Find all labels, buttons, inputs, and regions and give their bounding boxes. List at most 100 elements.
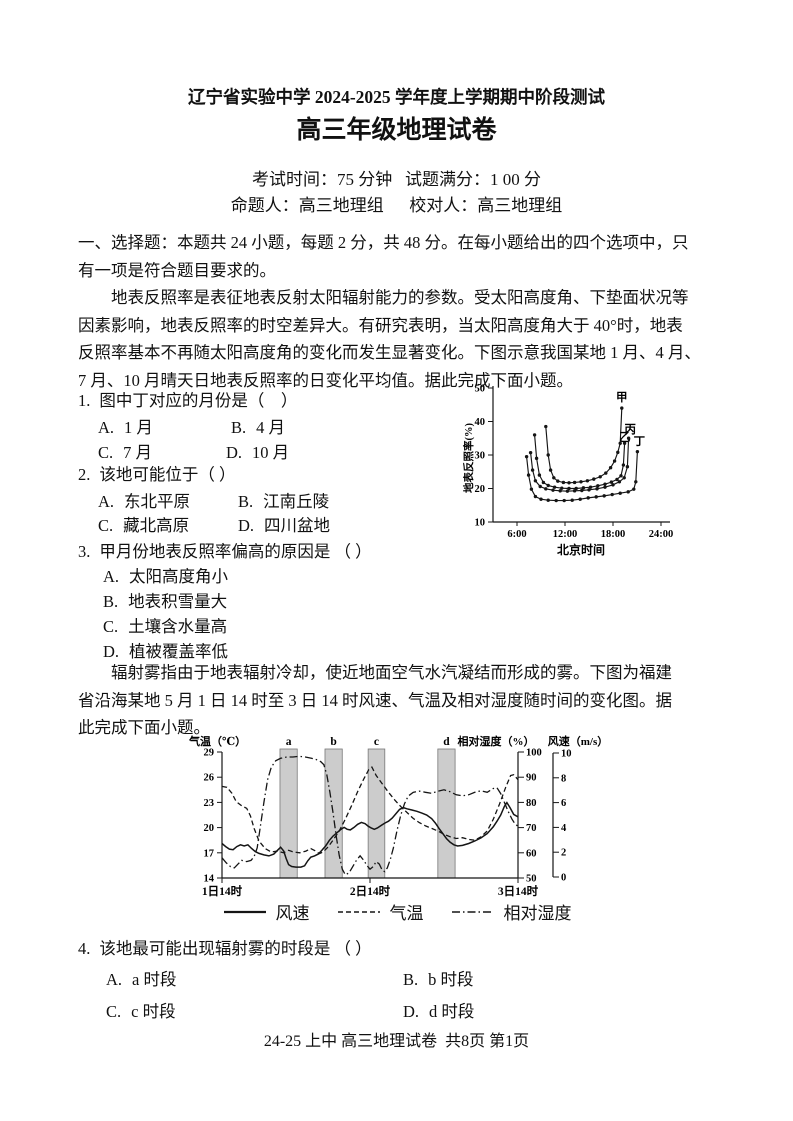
svg-text:6:00: 6:00 [507,529,526,540]
passage-albedo: 地表反照率是表征地表反射太阳辐射能力的参数。受太阳高度角、下垫面状况等 因素影响，… [78,284,738,394]
svg-text:相对湿度（%）: 相对湿度（%） [458,734,535,748]
svg-text:3日14时: 3日14时 [498,884,539,898]
svg-text:23: 23 [204,798,215,809]
exam-title: 辽宁省实验中学 2024-2025 学年度上学期期中阶段测试 [187,87,606,107]
svg-text:b: b [330,736,336,748]
option-4A: A. a 时段 [106,970,177,989]
question-1-number: 1. [78,391,91,410]
svg-text:甲: 甲 [616,391,628,404]
svg-text:2日14时: 2日14时 [350,884,391,898]
chart2-legend: 风速 气温 相对湿度 [0,899,793,924]
question-3-stem: 3. 甲月份地表反照率偏高的原因是 （ ） [78,538,372,562]
option-1B: B. 4 月 [231,418,286,437]
question-2-options-row-1: A. 东北平原 B. 江南丘陵 [78,488,738,512]
question-4-stem: 4. 该地最可能出现辐射雾的时段是 （ ） [78,935,372,959]
paper-title: 高三年级地理试卷 [296,117,497,144]
question-3-number: 3. [78,542,91,561]
text-line: 因素影响，地表反照率的时空差异大。有研究表明，当太阳高度角大于 40°时，地表 [78,315,683,335]
question-3-option-row-a: A. 太阳高度角小 [78,563,738,587]
question-4-options-row-2: C. c 时段 D. d 时段 [78,998,738,1022]
svg-text:30: 30 [475,451,486,462]
question-1-stem: 1. 图中丁对应的月份是（ ） [78,387,297,411]
svg-text:0: 0 [561,873,566,884]
svg-text:29: 29 [204,748,215,759]
question-2-text: 该地可能位于（ ） [99,465,236,484]
text-line: 此完成下面小题。 [78,718,210,738]
text-line: 7 月、10 月晴天日地表反照率的日变化平均值。据此完成下面小题。 [78,370,573,390]
question-2-options-row-2: C. 藏北高原 D. 四川盆地 [78,512,738,536]
svg-text:20: 20 [204,823,215,834]
question-3-text: 甲月份地表反照率偏高的原因是 （ ） [99,542,372,561]
svg-text:气温（℃）: 气温（℃） [188,734,246,748]
question-3-option-row-d: D. 植被覆盖率低 [78,638,738,662]
svg-text:100: 100 [526,748,542,759]
question-4-options-row-1: A. a 时段 B. b 时段 [78,966,738,990]
svg-text:风速（m/s）: 风速（m/s） [548,734,609,748]
svg-text:c: c [374,736,379,748]
svg-text:10: 10 [561,749,572,760]
legend-item-solid: 风速 [222,899,310,924]
text-line: 一、选择题：本题共 24 小题，每题 2 分，共 48 分。在每小题给出的四个选… [78,233,689,252]
svg-text:1日14时: 1日14时 [202,884,243,898]
legend-solid-line-icon [223,910,266,913]
option-1D: D. 10 月 [226,443,290,462]
text-line: 有一项是符合题目要求的。 [78,260,276,280]
svg-text:50: 50 [526,874,537,885]
svg-text:10: 10 [475,518,486,529]
option-3D: D. 植被覆盖率低 [103,642,229,661]
svg-text:40: 40 [475,417,486,428]
exam-authors-line: 命题人：高三地理组 校对人：高三地理组 [230,196,563,215]
question-3-option-row-b: B. 地表积雪量大 [78,588,738,612]
option-3C: C. 土壤含水量高 [103,617,228,636]
svg-text:70: 70 [526,823,537,834]
text-line: 省沿海某地 5 月 1 日 14 时至 3 日 14 时风速、气温及相对湿度随时… [78,690,672,710]
legend-item-dashdot: 相对湿度 [450,899,572,924]
option-1C: C. 7 月 [98,443,153,462]
page-footer: 24-25 上中 高三地理试卷 共8页 第1页 [263,1033,530,1050]
text-line: 反照率基本不再随太阳高度角的变化而发生显著变化。下图示意我国某地 1 月、4 月… [78,343,701,363]
passage-fog: 辐射雾指由于地表辐射冷却，使近地面空气水汽凝结而形成的雾。下图为福建 省沿海某地 … [78,659,738,742]
question-4-number: 4. [78,939,91,958]
option-2A: A. 东北平原 [98,492,191,511]
option-2B: B. 江南丘陵 [238,492,330,511]
legend-dashed-line-icon [337,910,380,913]
question-3-option-row-c: C. 土壤含水量高 [78,613,738,637]
svg-text:26: 26 [204,773,215,784]
svg-text:a: a [286,736,292,748]
option-1A: A. 1 月 [98,418,153,437]
option-2D: D. 四川盆地 [238,516,331,535]
legend-item-dashed: 气温 [336,899,424,924]
svg-text:20: 20 [475,484,486,495]
text-line: 地表反照率是表征地表反射太阳辐射能力的参数。受太阳高度角、下垫面状况等 [78,288,689,307]
option-4D: D. d 时段 [403,1002,475,1021]
text-line: 辐射雾指由于地表辐射冷却，使近地面空气水汽凝结而形成的雾。下图为福建 [78,663,672,682]
svg-text:丁: 丁 [634,435,646,448]
option-4C: C. c 时段 [106,1002,176,1021]
svg-text:14: 14 [204,874,215,885]
svg-text:8: 8 [561,773,566,784]
option-3A: A. 太阳高度角小 [103,567,229,586]
legend-label: 风速 [275,904,310,923]
svg-text:80: 80 [526,798,537,809]
question-2-stem: 2. 该地可能位于（ ） [78,461,236,485]
svg-text:d: d [443,736,450,748]
question-4-text: 该地最可能出现辐射雾的时段是 （ ） [99,939,372,958]
svg-text:2: 2 [561,848,566,859]
svg-text:17: 17 [204,848,215,859]
option-2C: C. 藏北高原 [98,516,190,535]
option-4B: B. b 时段 [403,970,474,989]
wind-temp-humidity-chart: a b c d29262320171410090807060501086420气温（℃… [188,734,609,898]
question-2-number: 2. [78,465,91,484]
question-1-options-row-1: A. 1 月 B. 4 月 [78,414,738,438]
question-1-options-row-2: C. 7 月 D. 10 月 [78,439,738,463]
svg-text:地表反照率(%): 地表反照率(%) [462,423,475,493]
svg-text:12:00: 12:00 [553,529,578,540]
legend-dashdot-line-icon [451,910,494,913]
svg-text:60: 60 [526,848,537,859]
option-3B: B. 地表积雪量大 [103,592,228,611]
svg-text:6: 6 [561,798,566,809]
question-1-text: 图中丁对应的月份是（ ） [99,391,298,410]
svg-text:90: 90 [526,773,537,784]
exam-info-line: 考试时间：75 分钟 试题满分：1 00 分 [252,170,541,189]
